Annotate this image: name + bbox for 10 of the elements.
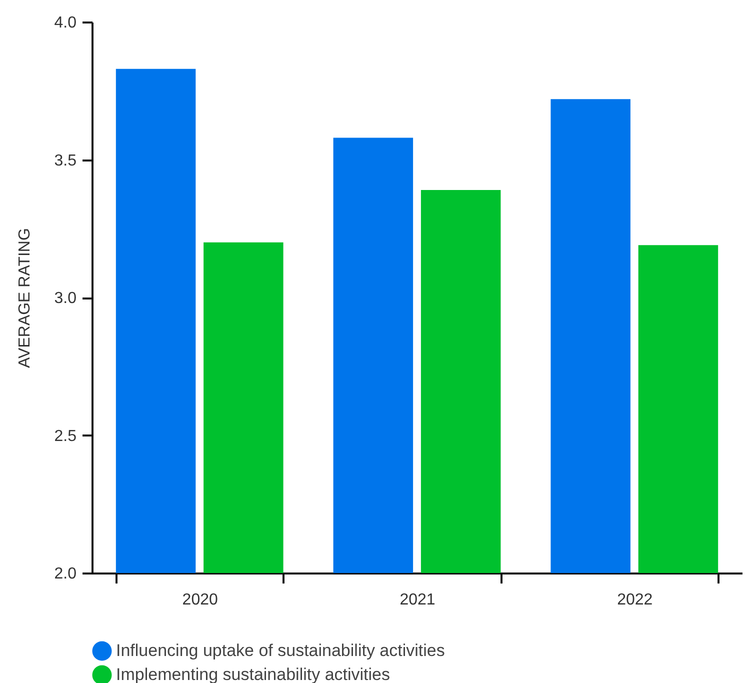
y-axis-title: AVERAGE RATING (16, 228, 34, 368)
x-tick-label: 2020 (182, 592, 218, 608)
y-tick-label: 3.0 (54, 290, 77, 307)
legend-label: Influencing uptake of sustainability activities (116, 641, 445, 660)
y-tick-label: 2.5 (54, 428, 77, 445)
y-tick-label: 4.0 (54, 14, 77, 32)
x-tick-label: 2022 (617, 592, 653, 608)
x-tick-label: 2021 (400, 592, 436, 608)
y-tick-label: 3.5 (54, 152, 77, 170)
y-tick-label: 2.0 (54, 566, 77, 582)
